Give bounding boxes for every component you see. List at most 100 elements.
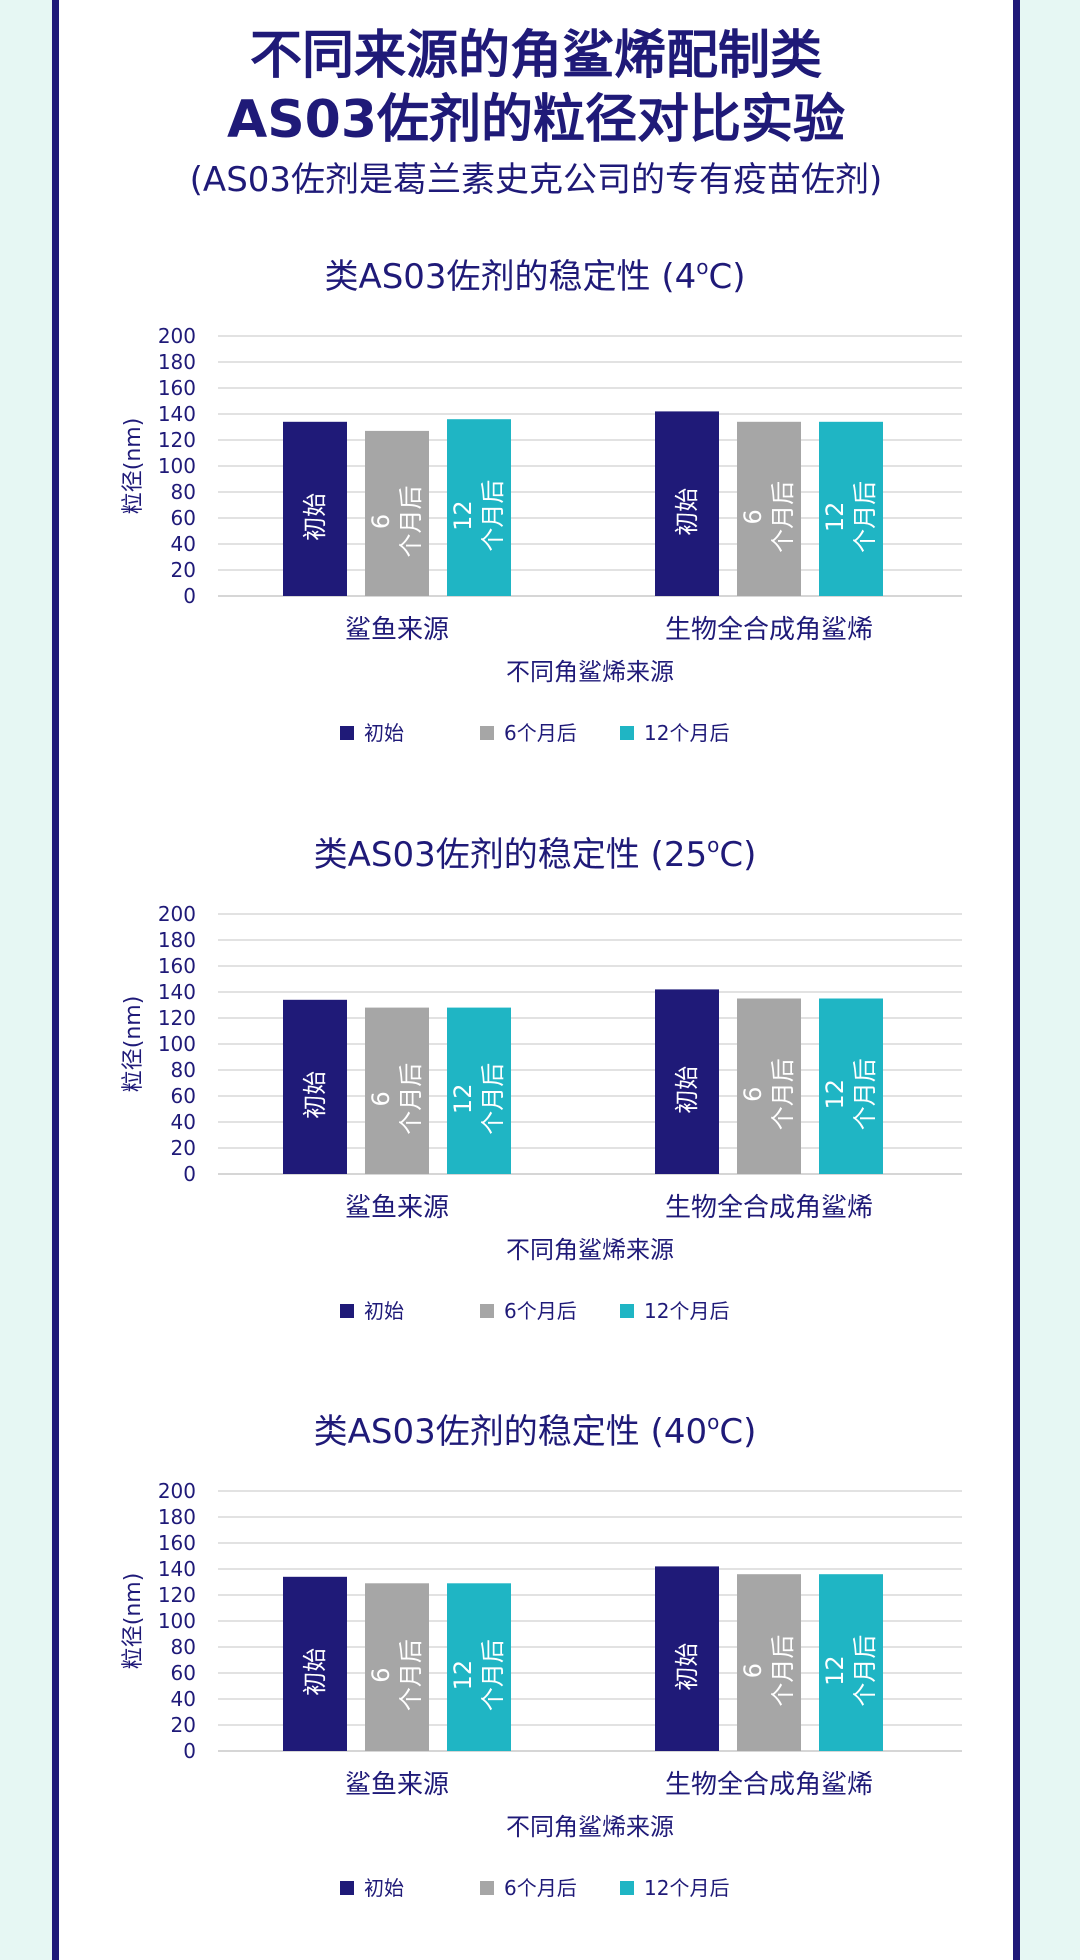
y-tick-label: 120	[158, 428, 196, 452]
chart-25c-svg: 类AS03佐剂的稳定性 (25oC)2001801601401201008060…	[121, 833, 962, 1323]
bar-label-line: 12	[449, 500, 477, 531]
bar-label: 6个月后	[739, 1058, 797, 1130]
legend-label: 12个月后	[644, 721, 729, 745]
chart-title: 类AS03佐剂的稳定性 (40oC)	[314, 1410, 757, 1452]
bar	[819, 1574, 883, 1751]
bar-label-line: 初始	[301, 1648, 329, 1696]
bar-label-line: 个月后	[397, 1063, 425, 1135]
y-tick-label: 160	[158, 376, 196, 400]
bar-label-line: 6	[367, 1091, 395, 1106]
bar-label-line: 个月后	[851, 1058, 879, 1130]
chart-title-sup: o	[707, 833, 719, 857]
bar-label: 12个月后	[821, 1635, 879, 1707]
legend-label: 初始	[364, 1299, 404, 1323]
y-tick-label: 60	[171, 506, 196, 530]
bar-label-line: 12	[449, 1084, 477, 1115]
bar-label-line: 初始	[673, 1643, 701, 1691]
bar-label: 初始	[673, 1066, 701, 1114]
bar	[819, 421, 883, 596]
bar-label: 6个月后	[739, 481, 797, 553]
chart-title: 类AS03佐剂的稳定性 (25oC)	[314, 833, 757, 875]
y-tick-label: 0	[183, 584, 196, 608]
bar-label-line: 6	[739, 1087, 767, 1102]
bar-label-line: 12	[821, 1655, 849, 1686]
y-tick-label: 160	[158, 1531, 196, 1555]
legend-label: 12个月后	[644, 1299, 729, 1323]
y-tick-label: 180	[158, 1505, 196, 1529]
legend-swatch	[480, 726, 494, 740]
y-tick-label: 100	[158, 1032, 196, 1056]
bar	[365, 430, 429, 596]
bar-label-line: 个月后	[769, 481, 797, 553]
bar-label: 6个月后	[367, 1063, 425, 1135]
chart-title-sup: o	[696, 255, 708, 279]
y-tick-label: 80	[171, 480, 196, 504]
y-tick-label: 40	[171, 532, 196, 556]
bar-label-line: 个月后	[851, 481, 879, 553]
bar-label-line: 12	[821, 1079, 849, 1110]
chart-title-main: 类AS03佐剂的稳定性 (4	[324, 257, 696, 297]
category-label: 生物全合成角鲨烯	[665, 615, 873, 645]
y-tick-label: 200	[158, 902, 196, 926]
legend-label: 初始	[364, 721, 404, 745]
chart-title-suffix: C)	[709, 257, 746, 297]
bar	[655, 989, 719, 1174]
bar-label: 初始	[673, 488, 701, 536]
bar-label-line: 初始	[673, 488, 701, 536]
bar-label: 6个月后	[367, 1639, 425, 1711]
bar-label-line: 12	[449, 1660, 477, 1691]
poster-title-line2: AS03佐剂的粒径对比实验	[226, 90, 846, 150]
bar	[283, 999, 347, 1174]
bar	[283, 1576, 347, 1751]
y-tick-label: 180	[158, 928, 196, 952]
bar-label: 初始	[301, 493, 329, 541]
y-tick-label: 0	[183, 1739, 196, 1763]
bar-label: 12个月后	[449, 1639, 507, 1711]
bar-label: 12个月后	[449, 1063, 507, 1135]
bar-label: 初始	[301, 1648, 329, 1696]
bar-label-line: 个月后	[769, 1635, 797, 1707]
y-tick-label: 20	[171, 1713, 196, 1737]
y-tick-label: 140	[158, 1557, 196, 1581]
y-axis-label: 粒径(nm)	[121, 418, 146, 515]
y-tick-label: 200	[158, 324, 196, 348]
bar-label-line: 6	[367, 514, 395, 529]
y-tick-label: 120	[158, 1583, 196, 1607]
bar	[283, 421, 347, 596]
y-tick-label: 60	[171, 1661, 196, 1685]
poster-subtitle: (AS03佐剂是葛兰素史克公司的专有疫苗佐剂)	[189, 160, 883, 200]
legend-label: 6个月后	[504, 1299, 577, 1323]
bar	[655, 1566, 719, 1751]
bar	[737, 998, 801, 1174]
legend-swatch	[340, 1881, 354, 1895]
bar	[447, 419, 511, 596]
y-tick-label: 40	[171, 1110, 196, 1134]
y-tick-label: 40	[171, 1687, 196, 1711]
bar-label-line: 个月后	[479, 1063, 507, 1135]
legend-swatch	[340, 726, 354, 740]
legend-swatch	[620, 1304, 634, 1318]
category-label: 生物全合成角鲨烯	[665, 1770, 873, 1800]
y-tick-label: 80	[171, 1635, 196, 1659]
y-tick-label: 180	[158, 350, 196, 374]
chart-40c: 类AS03佐剂的稳定性 (40oC) 200 180 160 140 120 100 80 60…	[100, 1395, 980, 1955]
y-tick-label: 100	[158, 454, 196, 478]
category-label: 鲨鱼来源	[345, 1770, 449, 1800]
y-axis-label: 粒径(nm)	[121, 1573, 146, 1670]
chart-title-main: 类AS03佐剂的稳定性 (25	[314, 835, 707, 875]
poster-header: 不同来源的角鲨烯配制类 AS03佐剂的粒径对比实验 (AS03佐剂是葛兰素史克公…	[52, 0, 1020, 204]
bar	[447, 1583, 511, 1751]
bar-label: 6个月后	[739, 1635, 797, 1707]
legend-swatch	[340, 1304, 354, 1318]
legend-label: 初始	[364, 1876, 404, 1900]
y-tick-label: 140	[158, 402, 196, 426]
bar-label-line: 初始	[673, 1066, 701, 1114]
category-label: 生物全合成角鲨烯	[665, 1193, 873, 1223]
y-tick-label: 200	[158, 1479, 196, 1503]
y-tick-label: 20	[171, 1136, 196, 1160]
bar-label-line: 个月后	[769, 1058, 797, 1130]
legend-swatch	[480, 1304, 494, 1318]
bar-label-line: 个月后	[479, 480, 507, 552]
category-label: 鲨鱼来源	[345, 1193, 449, 1223]
y-tick-label: 160	[158, 954, 196, 978]
